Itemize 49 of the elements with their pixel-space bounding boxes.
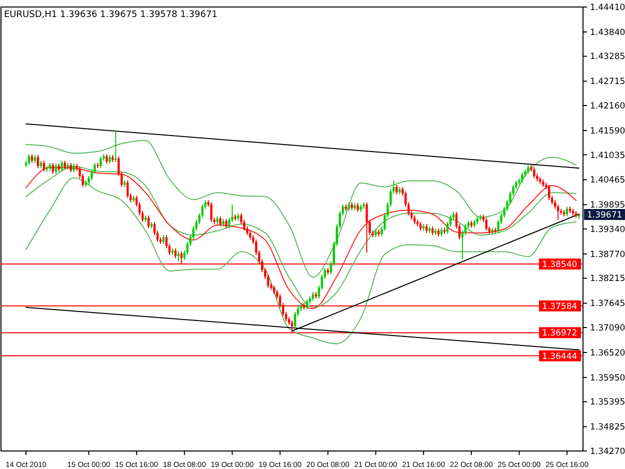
- candlestick: [366, 202, 368, 254]
- y-tick-label: 1.36520: [590, 348, 625, 358]
- candlestick: [485, 217, 488, 232]
- y-tick-label: 1.37645: [590, 299, 625, 310]
- y-tick-label: 1.41035: [590, 150, 625, 161]
- y-tick-label: 1.34270: [590, 446, 625, 457]
- candlestick: [533, 166, 536, 179]
- y-tick-label: 1.41590: [590, 126, 625, 136]
- candlestick: [210, 202, 212, 222]
- candlestick: [42, 160, 46, 172]
- y-tick-label: 1.40465: [590, 176, 625, 186]
- candlestick: [306, 298, 308, 310]
- candlestick: [219, 216, 222, 227]
- candlestick: [548, 184, 550, 201]
- text: 1.39671: [587, 210, 622, 220]
- y-tick-label: 1.43840: [590, 28, 625, 38]
- candlestick: [60, 160, 63, 172]
- y-tick-label: 1.44410: [590, 2, 625, 13]
- ref-line-label: 1.36972: [542, 328, 578, 339]
- candlestick: [70, 162, 72, 174]
- candlestick: [28, 154, 30, 166]
- candlestick: [396, 184, 398, 195]
- ref-line-label: 1.38540: [542, 260, 578, 270]
- y-tick-label: 1.39895: [590, 200, 625, 211]
- y-tick-label: 1.37090: [590, 323, 625, 334]
- y-tick-label: 1.35950: [590, 373, 625, 384]
- candlestick: [52, 162, 54, 174]
- y-tick-label: 1.42715: [590, 77, 625, 88]
- y-tick-label: 1.34825: [590, 422, 625, 433]
- candlestick: [100, 156, 102, 169]
- line-series: [26, 177, 577, 344]
- y-tick-label: 1.35395: [590, 398, 625, 408]
- line-series: [26, 140, 577, 278]
- y-tick-label: 1.38215: [590, 274, 625, 284]
- y-tick-label: 1.39340: [590, 224, 625, 235]
- y-tick-label: 1.42160: [590, 101, 625, 112]
- candlestick: [556, 204, 560, 220]
- candlestick: [521, 172, 524, 184]
- candlestick: [225, 218, 228, 230]
- y-tick-label: 1.38770: [590, 250, 625, 260]
- candlestick: [126, 180, 129, 198]
- ref-line-label: 1.36444: [542, 352, 578, 362]
- candlestick: [36, 154, 40, 169]
- candlestick: [106, 154, 108, 164]
- chart-title: EURUSD,H1 1.39636 1.39675 1.39578 1.39671: [4, 10, 218, 20]
- candlestick: [114, 130, 117, 163]
- ref-line-label: 1.37584: [542, 302, 578, 312]
- y-tick-label: 1.43285: [590, 52, 625, 62]
- candlestick: [147, 214, 150, 230]
